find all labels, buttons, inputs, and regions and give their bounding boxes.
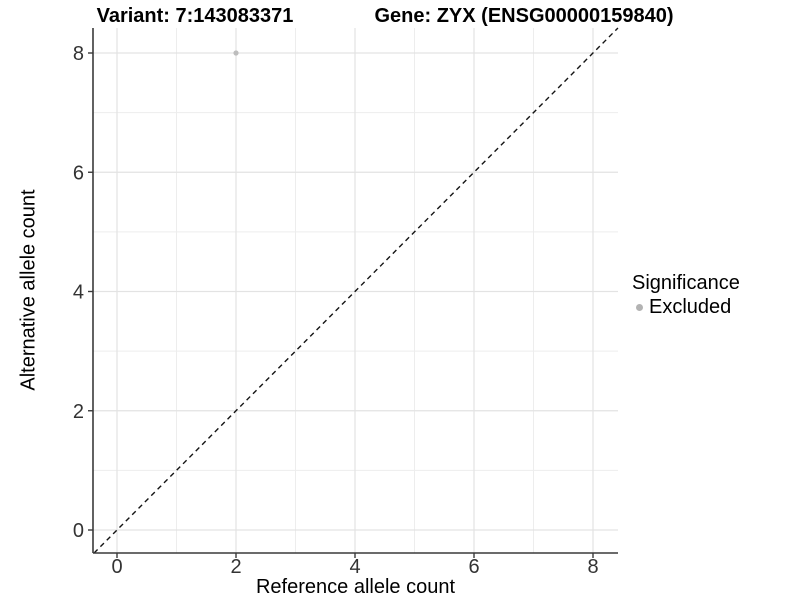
- plot-title-gene: Gene: ZYX (ENSG00000159840): [374, 5, 674, 27]
- legend-entry-label: Excluded: [649, 296, 732, 318]
- y-tick-label: 0: [73, 520, 84, 542]
- plot-title-variant: Variant: 7:143083371: [96, 5, 294, 27]
- y-tick-label: 2: [73, 401, 84, 423]
- x-tick-label: 6: [468, 556, 479, 578]
- legend-title: Significance: [632, 272, 740, 294]
- data-points: [233, 50, 239, 56]
- identity-line: [93, 27, 619, 554]
- x-tick-label: 4: [349, 556, 360, 578]
- axis-tick-labels: 0 2 4 6 8 0 2 4 6 8: [73, 43, 599, 578]
- x-tick-label: 8: [587, 556, 598, 578]
- y-axis-title: Alternative allele count: [17, 189, 40, 391]
- gridlines-major: [93, 28, 618, 553]
- gridlines-minor: [93, 28, 618, 553]
- y-tick-label: 6: [73, 162, 84, 184]
- y-tick-label: 8: [73, 43, 84, 65]
- x-tick-label: 0: [111, 556, 122, 578]
- x-tick-label: 2: [230, 556, 241, 578]
- axis-ticks: [88, 52, 594, 558]
- data-point: [233, 50, 239, 56]
- legend: Significance Excluded: [632, 272, 740, 319]
- x-axis-title: Reference allele count: [255, 576, 455, 598]
- y-tick-label: 4: [73, 282, 84, 304]
- legend-point-icon: [636, 304, 643, 311]
- legend-entry-excluded: Excluded: [632, 296, 740, 319]
